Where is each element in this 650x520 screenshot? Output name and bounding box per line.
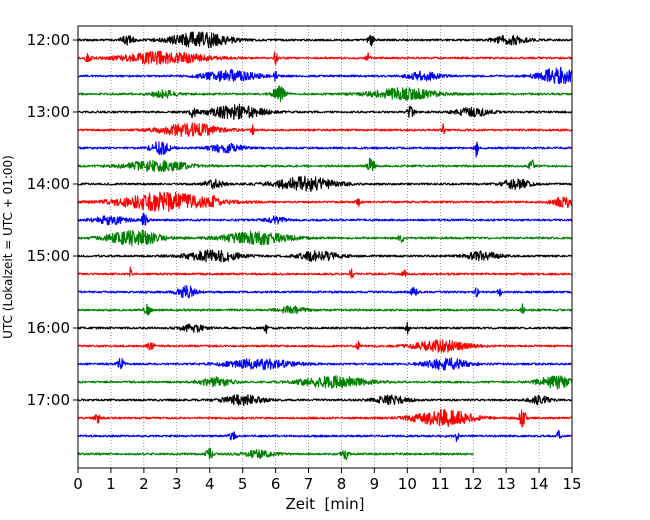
trace-row-1330	[77, 141, 573, 158]
x-tick-label: 7	[304, 475, 314, 493]
x-tick-label: 13	[497, 475, 516, 493]
trace-row-1600	[77, 321, 573, 335]
trace-row-1445	[77, 229, 573, 247]
trace-row-1700	[77, 394, 572, 407]
y-tick-label: 15:00	[27, 247, 70, 265]
x-tick-label: 6	[271, 475, 281, 493]
x-tick-label: 10	[398, 475, 417, 493]
x-tick-label: 15	[562, 475, 581, 493]
x-tick-label: 0	[73, 475, 83, 493]
plot-background	[78, 26, 572, 468]
trace-row-1545	[77, 303, 572, 316]
trace-row-1345	[77, 157, 573, 173]
trace-row-1745	[77, 447, 474, 461]
y-tick-label: 13:00	[27, 103, 70, 121]
trace-row-1515	[77, 266, 573, 279]
x-tick-label: 9	[370, 475, 380, 493]
x-tick-label: 3	[172, 475, 182, 493]
trace-row-1430	[77, 212, 573, 226]
trace-row-1500	[77, 249, 573, 263]
x-tick-label: 14	[530, 475, 549, 493]
y-axis-ticks: 12:00 13:00 14:00 15:00 16:00 17:00	[27, 31, 78, 409]
x-tick-label: 12	[464, 475, 483, 493]
trace-row-1730	[77, 429, 573, 443]
trace-row-1630	[77, 357, 572, 371]
x-tick-label: 11	[431, 475, 450, 493]
y-axis-label: UTC (Lokalzeit = UTC + 01:00)	[1, 155, 15, 339]
trace-row-1300	[77, 103, 573, 121]
x-tick-label: 8	[337, 475, 347, 493]
trace-row-1215	[77, 50, 572, 66]
x-tick-label: 4	[205, 475, 215, 493]
trace-row-1530	[77, 285, 573, 299]
trace-row-1230	[77, 66, 573, 85]
trace-row-1245	[77, 85, 573, 103]
trace-row-1400	[77, 175, 573, 192]
x-axis-ticks: 0 1 2 3 4 5 6 7 8 9 10 11 12 13 14 15	[73, 468, 582, 493]
trace-row-1415	[77, 191, 573, 212]
x-tick-label: 5	[238, 475, 248, 493]
trace-row-1645	[77, 375, 573, 390]
trace-row-1715	[77, 408, 573, 428]
trace-row-1315	[77, 122, 573, 138]
plot-frame	[77, 25, 573, 469]
x-axis-label: Zeit [min]	[285, 495, 364, 513]
x-tick-label: 2	[139, 475, 149, 493]
y-tick-label: 16:00	[27, 319, 70, 337]
x-tick-label: 1	[106, 475, 116, 493]
y-tick-label: 12:00	[27, 31, 70, 49]
trace-row-1615	[77, 339, 573, 353]
y-tick-label: 17:00	[27, 391, 70, 409]
seismic-traces	[77, 31, 573, 461]
trace-row-1200	[77, 31, 573, 49]
y-tick-label: 14:00	[27, 175, 70, 193]
